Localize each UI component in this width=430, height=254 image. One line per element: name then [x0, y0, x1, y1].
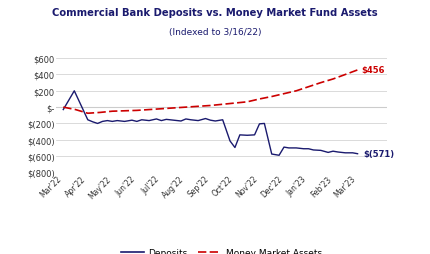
- Text: $456: $456: [362, 66, 385, 75]
- Legend: Deposits, Money Market Assets: Deposits, Money Market Assets: [118, 244, 325, 254]
- Text: $(571): $(571): [363, 150, 394, 158]
- Text: Commercial Bank Deposits vs. Money Market Fund Assets: Commercial Bank Deposits vs. Money Marke…: [52, 8, 378, 18]
- Title: Commercial Bank Deposits vs. Money Market Fund Assets
(Indexed to 3/16/22): Commercial Bank Deposits vs. Money Marke…: [0, 253, 1, 254]
- Text: (Indexed to 3/16/22): (Indexed to 3/16/22): [169, 28, 261, 37]
